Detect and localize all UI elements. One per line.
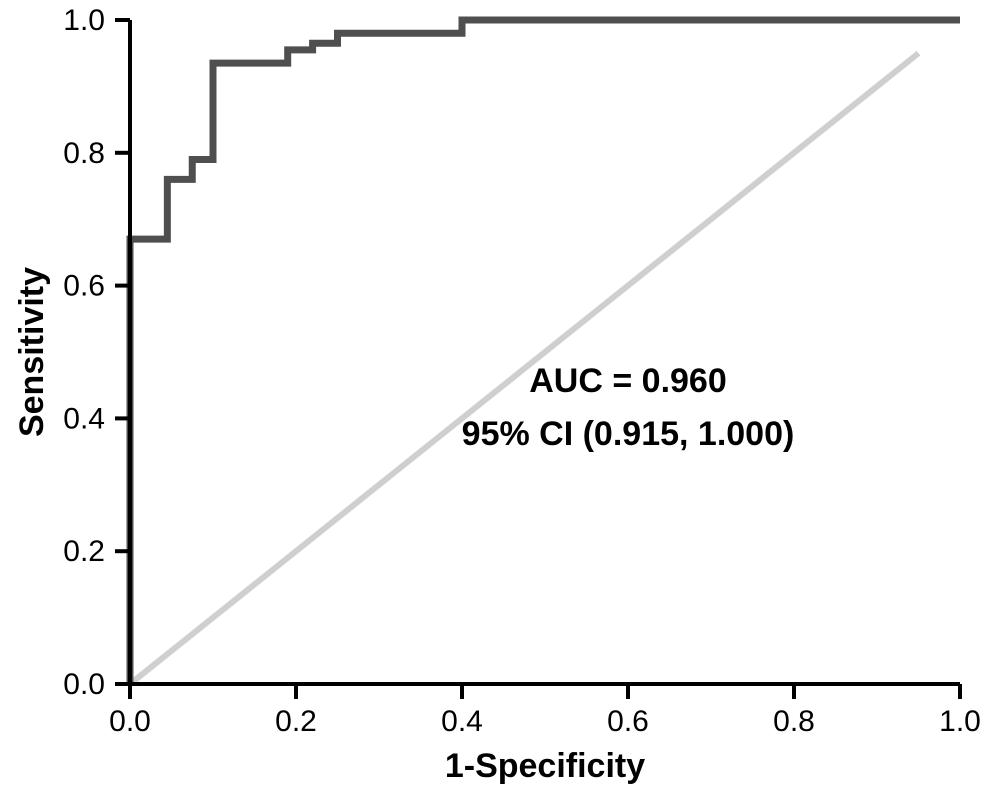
y-tick-label: 0.2	[63, 535, 105, 568]
chart-svg: 0.0 0.2 0.4 0.6 0.8 1.0 0.0 0.2 0.4 0.6 0.8 1.0 1-Sp…	[0, 0, 1000, 789]
x-tick-label: 0.8	[773, 705, 815, 738]
y-tick-label: 0.6	[63, 270, 105, 303]
x-tick-label: 0.4	[441, 705, 483, 738]
chart-annotation: AUC = 0.960	[529, 362, 727, 400]
y-axis-title: Sensitivity	[13, 267, 51, 437]
y-tick-label: 0.8	[63, 137, 105, 170]
x-axis-title: 1-Specificity	[445, 747, 645, 785]
x-tick-label: 1.0	[939, 705, 981, 738]
x-tick-label: 0.6	[607, 705, 649, 738]
x-tick-label: 0.2	[275, 705, 317, 738]
roc-chart: 0.0 0.2 0.4 0.6 0.8 1.0 0.0 0.2 0.4 0.6 0.8 1.0 1-Sp…	[0, 0, 1000, 789]
y-tick-label: 1.0	[63, 4, 105, 37]
chart-annotation: 95% CI (0.915, 1.000)	[462, 415, 795, 453]
x-tick-label: 0.0	[109, 705, 151, 738]
y-tick-label: 0.4	[63, 402, 105, 435]
y-tick-label: 0.0	[63, 668, 105, 701]
